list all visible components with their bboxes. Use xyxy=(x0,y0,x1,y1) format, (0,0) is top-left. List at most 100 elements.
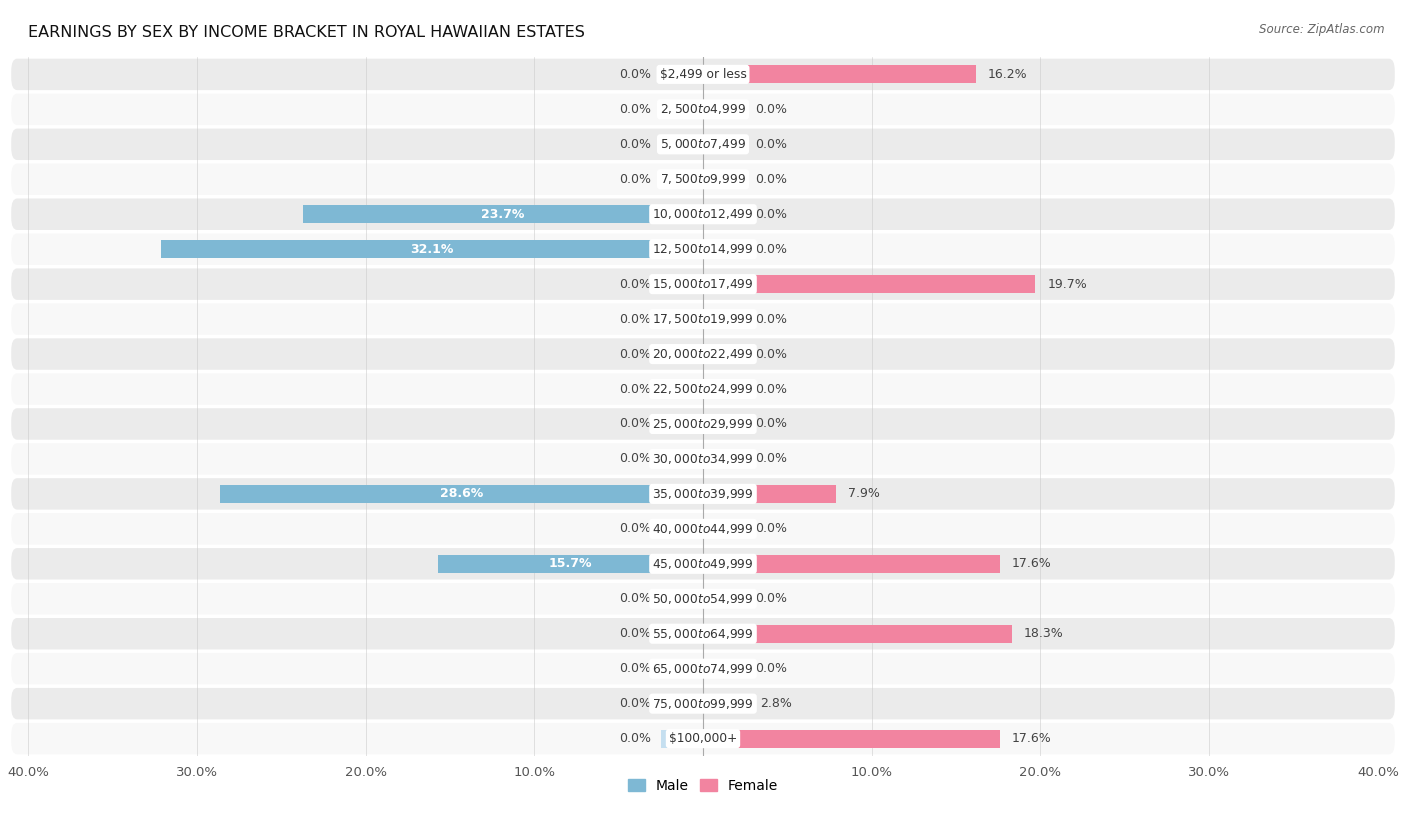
Text: 19.7%: 19.7% xyxy=(1047,278,1087,290)
Bar xyxy=(703,65,976,84)
FancyBboxPatch shape xyxy=(11,653,1395,685)
Bar xyxy=(661,729,703,748)
Text: 0.0%: 0.0% xyxy=(619,103,651,115)
Text: 0.0%: 0.0% xyxy=(619,453,651,465)
FancyBboxPatch shape xyxy=(11,303,1395,335)
FancyBboxPatch shape xyxy=(11,338,1395,370)
Text: $45,000 to $49,999: $45,000 to $49,999 xyxy=(652,557,754,571)
Text: $2,499 or less: $2,499 or less xyxy=(659,68,747,80)
Bar xyxy=(703,345,745,363)
Bar xyxy=(661,659,703,678)
Text: $20,000 to $22,499: $20,000 to $22,499 xyxy=(652,347,754,361)
FancyBboxPatch shape xyxy=(11,723,1395,754)
Text: 28.6%: 28.6% xyxy=(440,488,484,500)
Text: $75,000 to $99,999: $75,000 to $99,999 xyxy=(652,697,754,711)
Text: 0.0%: 0.0% xyxy=(619,663,651,675)
FancyBboxPatch shape xyxy=(11,583,1395,615)
Text: 0.0%: 0.0% xyxy=(619,628,651,640)
Text: $30,000 to $34,999: $30,000 to $34,999 xyxy=(652,452,754,466)
Bar xyxy=(661,450,703,468)
Bar xyxy=(703,170,745,189)
Bar xyxy=(661,100,703,119)
Text: 0.0%: 0.0% xyxy=(755,173,787,185)
Bar xyxy=(703,100,745,119)
Text: 0.0%: 0.0% xyxy=(755,348,787,360)
Text: 0.0%: 0.0% xyxy=(755,243,787,255)
Text: $50,000 to $54,999: $50,000 to $54,999 xyxy=(652,592,754,606)
Text: $5,000 to $7,499: $5,000 to $7,499 xyxy=(659,137,747,151)
Bar xyxy=(703,205,745,224)
Bar xyxy=(703,240,745,259)
Bar xyxy=(703,624,1012,643)
Text: $17,500 to $19,999: $17,500 to $19,999 xyxy=(652,312,754,326)
Text: $100,000+: $100,000+ xyxy=(669,733,737,745)
FancyBboxPatch shape xyxy=(11,478,1395,510)
Bar xyxy=(661,65,703,84)
Text: 0.0%: 0.0% xyxy=(755,418,787,430)
Text: $25,000 to $29,999: $25,000 to $29,999 xyxy=(652,417,754,431)
Bar xyxy=(661,589,703,608)
Text: $15,000 to $17,499: $15,000 to $17,499 xyxy=(652,277,754,291)
Text: 0.0%: 0.0% xyxy=(755,103,787,115)
Bar xyxy=(162,240,703,259)
Bar xyxy=(703,659,745,678)
Text: 0.0%: 0.0% xyxy=(619,523,651,535)
FancyBboxPatch shape xyxy=(11,268,1395,300)
FancyBboxPatch shape xyxy=(11,408,1395,440)
Bar xyxy=(703,554,1000,573)
Bar xyxy=(703,135,745,154)
Bar xyxy=(703,729,1000,748)
Text: $35,000 to $39,999: $35,000 to $39,999 xyxy=(652,487,754,501)
Bar xyxy=(221,485,703,503)
Text: 2.8%: 2.8% xyxy=(761,698,792,710)
Bar xyxy=(661,520,703,538)
Text: 23.7%: 23.7% xyxy=(481,208,524,220)
Text: 7.9%: 7.9% xyxy=(848,488,880,500)
Text: 0.0%: 0.0% xyxy=(755,593,787,605)
FancyBboxPatch shape xyxy=(11,163,1395,195)
Text: 0.0%: 0.0% xyxy=(619,418,651,430)
Bar xyxy=(703,694,751,713)
Text: Source: ZipAtlas.com: Source: ZipAtlas.com xyxy=(1260,23,1385,36)
FancyBboxPatch shape xyxy=(11,618,1395,650)
Text: 0.0%: 0.0% xyxy=(619,278,651,290)
Bar xyxy=(661,624,703,643)
Bar xyxy=(661,135,703,154)
Bar xyxy=(703,450,745,468)
Bar xyxy=(661,415,703,433)
Text: 0.0%: 0.0% xyxy=(619,313,651,325)
Text: 0.0%: 0.0% xyxy=(755,138,787,150)
FancyBboxPatch shape xyxy=(11,233,1395,265)
Text: 0.0%: 0.0% xyxy=(619,593,651,605)
FancyBboxPatch shape xyxy=(11,59,1395,90)
Text: 0.0%: 0.0% xyxy=(619,733,651,745)
Text: 0.0%: 0.0% xyxy=(619,138,651,150)
Text: 0.0%: 0.0% xyxy=(619,68,651,80)
Bar xyxy=(439,554,703,573)
Bar xyxy=(703,415,745,433)
FancyBboxPatch shape xyxy=(11,443,1395,475)
Legend: Male, Female: Male, Female xyxy=(623,773,783,798)
Text: $2,500 to $4,999: $2,500 to $4,999 xyxy=(659,102,747,116)
Text: 0.0%: 0.0% xyxy=(755,383,787,395)
Bar xyxy=(703,310,745,328)
FancyBboxPatch shape xyxy=(11,548,1395,580)
Bar xyxy=(703,275,1035,293)
Text: 0.0%: 0.0% xyxy=(755,208,787,220)
Bar xyxy=(703,380,745,398)
Text: 0.0%: 0.0% xyxy=(619,348,651,360)
FancyBboxPatch shape xyxy=(11,688,1395,720)
Text: 0.0%: 0.0% xyxy=(755,313,787,325)
Text: 17.6%: 17.6% xyxy=(1012,558,1052,570)
FancyBboxPatch shape xyxy=(11,373,1395,405)
Bar xyxy=(661,310,703,328)
Bar xyxy=(661,694,703,713)
FancyBboxPatch shape xyxy=(11,198,1395,230)
Text: 16.2%: 16.2% xyxy=(988,68,1028,80)
Bar xyxy=(703,589,745,608)
Text: 15.7%: 15.7% xyxy=(548,558,592,570)
Text: 18.3%: 18.3% xyxy=(1024,628,1063,640)
Bar xyxy=(661,275,703,293)
Text: 0.0%: 0.0% xyxy=(619,383,651,395)
Bar xyxy=(661,380,703,398)
